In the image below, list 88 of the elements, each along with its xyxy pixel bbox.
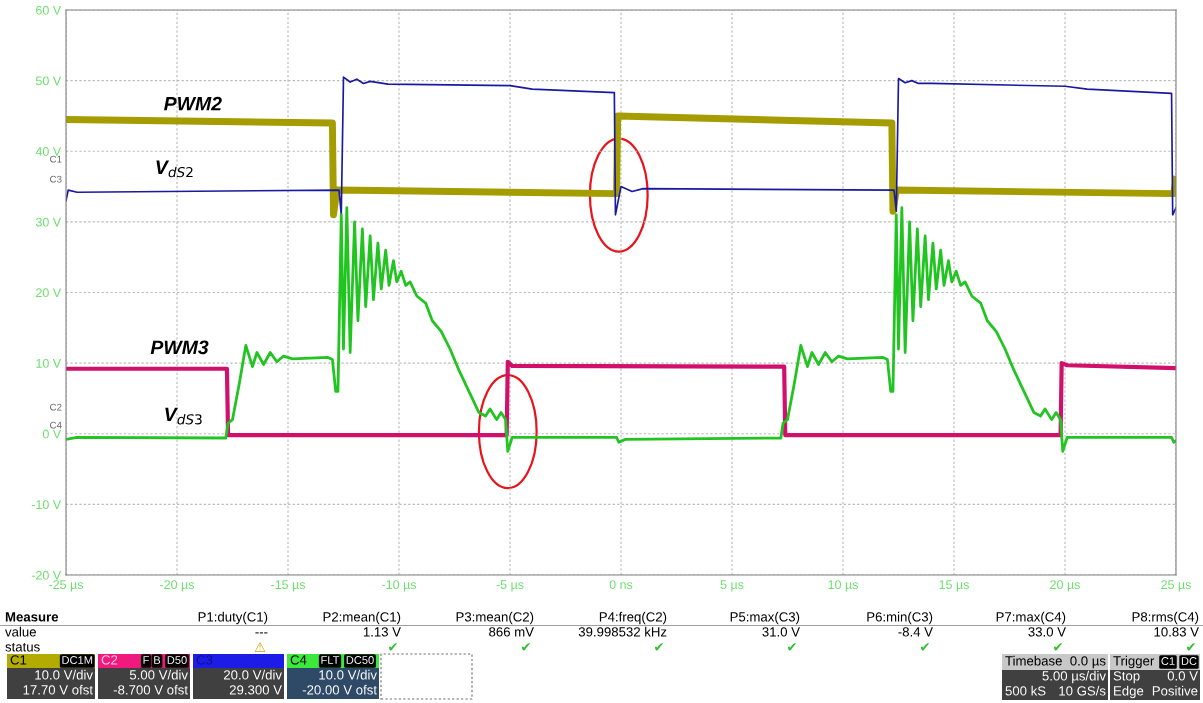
x-tick-label: -5 µs xyxy=(496,580,524,592)
text: ✔ xyxy=(655,643,663,651)
y-tick-label: -10 V xyxy=(31,500,62,510)
x-tick-label: -20 µs xyxy=(160,580,195,592)
y-tick-label: 60 V xyxy=(36,5,62,15)
text: P3:mean(C2) xyxy=(456,611,534,625)
text: FLT xyxy=(321,656,340,664)
line-series xyxy=(66,359,1176,438)
text: P4:freq(C2) xyxy=(599,611,667,625)
text: P5:max(C3) xyxy=(730,611,800,625)
x-tick-label: 20 µs xyxy=(1050,580,1080,592)
line-series xyxy=(66,76,1176,216)
text: 866 mV xyxy=(489,627,534,637)
text: ✔ xyxy=(1054,643,1062,651)
text: DC xyxy=(1181,657,1197,665)
text: Measure xyxy=(5,612,59,622)
text: status xyxy=(5,642,40,652)
y-tick-label: 40 V xyxy=(35,147,62,156)
text: 20.0 V/div xyxy=(223,669,282,680)
text: P1:duty(C1) xyxy=(198,611,268,625)
x-tick-label: 15 µs xyxy=(939,580,969,592)
text: 5.00 V/div xyxy=(129,669,188,680)
x-tick-label: -15 µs xyxy=(271,580,306,592)
text: 10.0 V/div xyxy=(319,669,377,680)
text: 17.70 V ofst xyxy=(23,684,93,695)
text: ✔ xyxy=(522,643,530,651)
text: DC50 xyxy=(346,656,374,664)
text: 0.0 V xyxy=(1167,671,1198,681)
y-tick-label: -20 V xyxy=(31,570,62,580)
text: P8:rms(C4) xyxy=(1132,611,1199,625)
line-series xyxy=(66,206,1176,453)
x-tick-label: 10 µs xyxy=(828,580,858,592)
text: C1 xyxy=(50,155,62,163)
text: value xyxy=(5,626,36,637)
text: C3 xyxy=(50,175,62,183)
text: 500 kS xyxy=(1005,685,1046,696)
text: ⚠ xyxy=(254,642,266,652)
text: F xyxy=(143,656,149,664)
text: P6:min(C3) xyxy=(867,611,933,625)
text: C3 xyxy=(196,655,213,665)
text: 39.998532 kHz xyxy=(578,626,667,637)
x-tick-label: 25 µs xyxy=(1161,580,1191,592)
text: Timebase xyxy=(1005,655,1062,666)
text: C2 xyxy=(101,655,118,665)
text: -8.4 V xyxy=(898,627,933,637)
y-tick-label: 10 V xyxy=(36,358,62,368)
text: C1 xyxy=(1161,657,1175,665)
series-label: V$_{dS2}$ xyxy=(156,160,193,178)
x-tick-label: -25 µs xyxy=(49,580,84,592)
text: Trigger xyxy=(1113,655,1155,669)
y-tick-label: 20 V xyxy=(36,288,62,298)
text: -20.00 V ofst xyxy=(302,684,377,695)
text: Edge xyxy=(1114,685,1144,699)
text: P7:max(C4) xyxy=(996,611,1066,625)
x-tick-label: 0 ns xyxy=(609,580,633,590)
text: 31.0 V xyxy=(762,627,800,637)
text: P2:mean(C1) xyxy=(323,611,401,625)
y-tick-label: 0 V xyxy=(42,429,62,439)
x-tick-label: 5 µs xyxy=(720,580,744,592)
text: 0.0 µs xyxy=(1070,656,1106,669)
series-label: PWM3 xyxy=(150,340,209,355)
y-tick-label: 50 V xyxy=(35,76,62,86)
text: 10 GS/s xyxy=(1059,685,1106,696)
text: ✔ xyxy=(1187,643,1195,651)
text: Stop xyxy=(1113,671,1140,684)
y-tick-label: 30 V xyxy=(35,217,62,227)
text: ✔ xyxy=(788,643,796,651)
series-label: PWM2 xyxy=(164,96,222,111)
text: 33.0 V xyxy=(1028,627,1066,637)
text: --- xyxy=(255,632,268,634)
text: B xyxy=(154,656,161,664)
text: C4 xyxy=(50,421,62,429)
x-tick-label: -10 µs xyxy=(382,580,417,592)
text: 29.300 V xyxy=(229,685,282,695)
text: 10.0 V/div xyxy=(35,669,93,680)
text: C4 xyxy=(290,655,307,665)
text: Positive xyxy=(1152,685,1198,696)
text: 10.83 V xyxy=(1154,627,1199,637)
text: D50 xyxy=(167,656,187,664)
text: ✔ xyxy=(921,643,929,651)
series-label: V$_{dS3}$ xyxy=(165,407,202,425)
text: DC1M xyxy=(62,656,93,664)
text: C1 xyxy=(10,655,27,665)
text: 5.00 µs/div xyxy=(1042,670,1106,684)
text: 1.13 V xyxy=(363,627,401,637)
text: C2 xyxy=(50,403,62,411)
text: ✔ xyxy=(389,643,397,651)
text: -8.700 V ofst xyxy=(113,684,188,695)
